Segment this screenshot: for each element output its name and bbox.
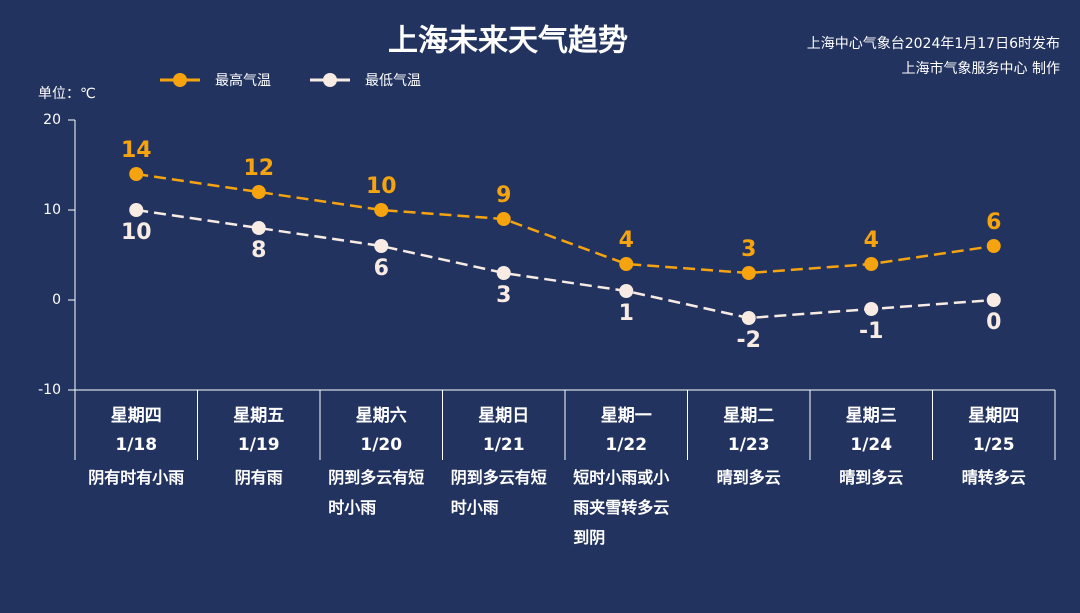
weather-box: 晴到多云: [814, 463, 929, 493]
weather-cell: 晴到多云: [692, 463, 807, 493]
date-label: 1/24: [850, 435, 892, 455]
weather-box: 晴到多云: [692, 463, 807, 493]
unit-label: 单位：℃: [38, 86, 96, 102]
x-tick-label: 星期一: [601, 406, 652, 426]
legend-marker: [323, 73, 337, 87]
x-tick-label: 星期五: [233, 406, 284, 426]
value-label: 14: [121, 138, 152, 163]
value-label: 6: [986, 210, 1001, 235]
value-label: 6: [374, 256, 389, 281]
point: [619, 284, 634, 298]
y-tick-label: 10: [43, 202, 61, 218]
weather-box: 阴到多云有短时小雨: [324, 463, 439, 523]
weather-label: 晴转多云: [961, 468, 1026, 487]
weather-cell: 晴转多云: [937, 463, 1052, 493]
value-label: 0: [986, 310, 1001, 335]
legend-marker: [173, 73, 187, 87]
y-tick-label: 20: [43, 112, 61, 128]
weather-label: 阴有雨: [234, 468, 283, 487]
date-label: 1/19: [238, 435, 280, 455]
x-tick-label: 星期六: [356, 405, 407, 426]
point: [619, 257, 634, 271]
date-label: 1/21: [483, 435, 525, 455]
weather-label: 阴到多云有短时小雨: [328, 468, 425, 517]
x-tick-label: 星期二: [723, 406, 774, 426]
date-label: 1/25: [973, 435, 1015, 455]
value-label: -1: [859, 319, 883, 344]
weather-label: 阴到多云有短时小雨: [450, 468, 547, 517]
point: [864, 257, 879, 271]
legend-label: 最低气温: [365, 73, 421, 89]
weather-cell: 短时小雨或小雨夹雪转多云到阴: [569, 463, 684, 553]
value-label: 12: [243, 156, 274, 181]
point: [129, 167, 144, 181]
point: [986, 293, 1001, 307]
weather-box: 晴转多云: [937, 463, 1052, 493]
x-tick-label: 星期三: [846, 406, 897, 426]
weather-cell: 阴到多云有短时小雨: [324, 463, 439, 523]
point: [864, 302, 879, 316]
value-label: 3: [741, 237, 756, 262]
value-label: 10: [366, 174, 397, 199]
value-label: 9: [496, 183, 511, 208]
value-label: 8: [251, 238, 266, 263]
point: [741, 266, 756, 280]
weather-box: 阴有时有小雨: [79, 463, 194, 493]
source: 上海市气象服务中心 制作: [902, 60, 1060, 77]
value-label: -2: [737, 328, 761, 353]
x-tick-label: 星期日: [478, 406, 529, 426]
point: [374, 239, 389, 253]
chart-title: 上海未来天气趋势: [388, 24, 628, 59]
point: [741, 311, 756, 325]
weather-box: 短时小雨或小雨夹雪转多云到阴: [569, 463, 684, 553]
x-tick-label: 星期四: [111, 406, 162, 426]
weather-cell: 阴到多云有短时小雨: [447, 463, 562, 523]
weather-label: 晴到多云: [716, 468, 781, 487]
x-tick-label: 星期四: [968, 406, 1019, 426]
weather-cell: 晴到多云: [814, 463, 929, 493]
date-label: 1/22: [605, 435, 647, 455]
value-label: 4: [619, 228, 634, 253]
y-tick-label: -10: [38, 382, 61, 398]
date-label: 1/23: [728, 435, 770, 455]
y-tick-label: 0: [52, 292, 61, 308]
weather-label: 短时小雨或小雨夹雪转多云到阴: [573, 468, 670, 547]
value-label: 10: [121, 220, 152, 245]
source: 上海中心气象台2024年1月17日6时发布: [807, 36, 1060, 52]
point: [496, 212, 511, 226]
value-label: 3: [496, 283, 511, 308]
value-label: 4: [864, 228, 879, 253]
weather-cell: 阴有雨: [202, 463, 317, 493]
series-line: [136, 172, 994, 275]
weather-label: 晴到多云: [839, 468, 904, 487]
weather-cell: 阴有时有小雨: [79, 463, 194, 493]
point: [251, 185, 266, 199]
date-label: 1/18: [115, 435, 157, 455]
date-label: 1/20: [360, 435, 402, 455]
value-label: 1: [619, 301, 634, 326]
point: [374, 203, 389, 217]
series-line: [136, 208, 994, 320]
point: [986, 239, 1001, 253]
point: [496, 266, 511, 280]
legend-label: 最高气温: [215, 72, 271, 89]
weather-label: 阴有时有小雨: [88, 468, 185, 487]
point: [251, 221, 266, 235]
weather-box: 阴有雨: [202, 463, 317, 493]
weather-box: 阴到多云有短时小雨: [447, 463, 562, 523]
point: [129, 203, 144, 217]
